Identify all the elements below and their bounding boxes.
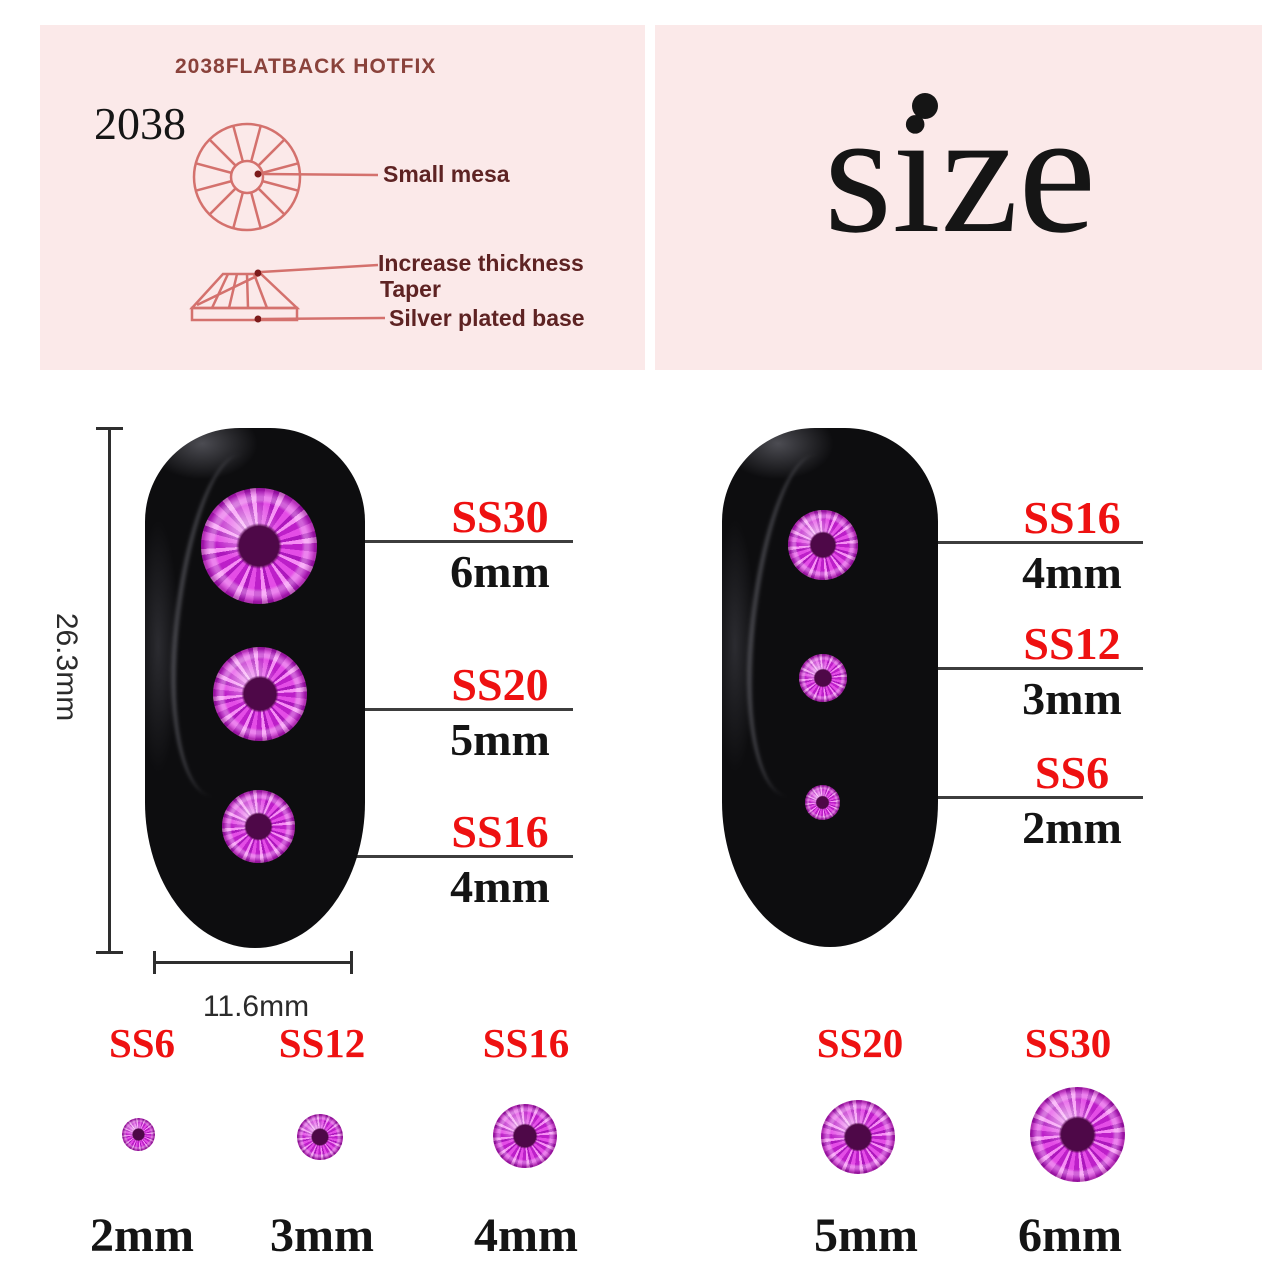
right-label-ss6: SS6 (1034, 747, 1110, 798)
chart-label-ss6: SS6 (108, 1020, 176, 1066)
gem-ss16-on-nail-right (788, 510, 858, 580)
chart-label-4mm: 4mm (474, 1209, 578, 1262)
length-dim-cap-bottom (96, 951, 123, 954)
callout-small-mesa: Small mesa (383, 161, 510, 187)
chart-gem-ss30 (1030, 1087, 1125, 1182)
width-dim-line (154, 961, 352, 964)
right-label-ss12: SS12 (1023, 618, 1121, 669)
leader-line-ss30 (300, 540, 573, 543)
callout-taper: Taper (380, 276, 441, 302)
chart-gem-ss6 (122, 1118, 155, 1151)
length-dim-label: 26.3mm (50, 612, 83, 722)
rhinestone-side-view-diagram (189, 263, 386, 323)
model-number: 2038 (94, 98, 186, 149)
leader-line-ss16-left (300, 855, 573, 858)
gem-ss20-on-nail (213, 647, 307, 741)
size-panel-title: size (823, 75, 1097, 269)
chart-label-6mm: 6mm (1018, 1209, 1122, 1262)
callout-increase-thickness: Increase thickness (378, 250, 584, 276)
left-label-4mm: 4mm (450, 861, 550, 912)
callout-silver-plated-base: Silver plated base (389, 305, 585, 331)
chart-label-ss20: SS20 (816, 1020, 904, 1066)
leader-line-ss16-right (860, 541, 1143, 544)
gem-ss30-on-nail (201, 488, 317, 604)
leader-line-ss6 (860, 796, 1143, 799)
gem-ss6-on-nail (805, 785, 840, 820)
gem-ss12-on-nail (799, 654, 847, 702)
chart-label-5mm: 5mm (814, 1209, 918, 1262)
left-label-ss20: SS20 (451, 659, 549, 710)
width-dim-label: 11.6mm (202, 990, 310, 1023)
leader-line-ss20 (300, 708, 573, 711)
right-label-3mm: 3mm (1022, 673, 1122, 724)
right-label-4mm: 4mm (1022, 547, 1122, 598)
left-label-ss30: SS30 (451, 491, 549, 542)
gem-ss16-on-nail-left (222, 790, 295, 863)
chart-gem-ss12 (297, 1114, 343, 1160)
right-label-ss16: SS16 (1023, 492, 1121, 543)
chart-label-3mm: 3mm (270, 1209, 374, 1262)
left-label-6mm: 6mm (450, 546, 550, 597)
length-dim-line (108, 428, 111, 953)
size-panel: size (655, 25, 1262, 370)
chart-label-ss12: SS12 (278, 1020, 366, 1066)
spec-panel-title: 2038FLATBACK HOTFIX (175, 55, 437, 78)
rhinestone-diagram (189, 122, 386, 323)
rhinestone-top-view-diagram (192, 122, 379, 232)
leader-line-ss12 (860, 667, 1143, 670)
chart-label-ss30: SS30 (1024, 1020, 1112, 1066)
chart-label-ss16: SS16 (482, 1020, 570, 1066)
left-label-ss16: SS16 (451, 806, 549, 857)
chart-label-2mm: 2mm (90, 1209, 194, 1262)
spec-panel: 2038FLATBACK HOTFIX 2038 (40, 25, 645, 370)
chart-gem-ss16 (493, 1104, 557, 1168)
width-dim-cap-right (350, 951, 353, 974)
left-label-5mm: 5mm (450, 714, 550, 765)
right-label-2mm: 2mm (1022, 802, 1122, 853)
size-title-dot (912, 93, 938, 119)
chart-gem-ss20 (821, 1100, 895, 1174)
